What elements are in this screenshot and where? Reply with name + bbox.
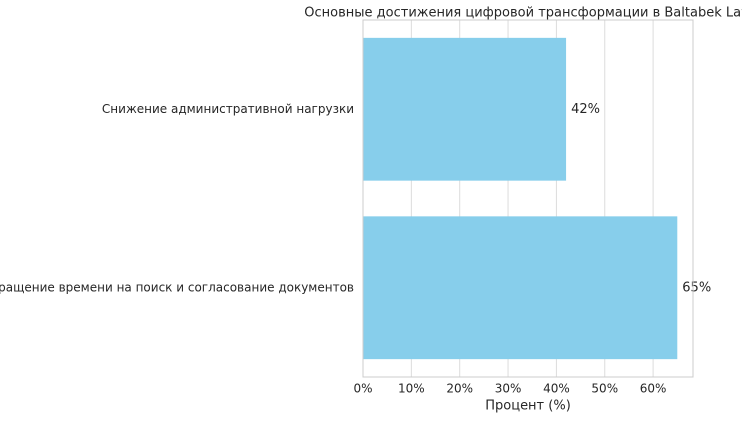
y-tick-label: Снижение административной нагрузки — [102, 102, 354, 116]
bar — [363, 216, 678, 360]
value-label: 42% — [571, 102, 600, 117]
x-tick-label: 20% — [446, 382, 473, 396]
x-axis-label: Процент (%) — [485, 399, 571, 414]
bar — [363, 37, 567, 181]
x-tick-label: 30% — [495, 382, 522, 396]
chart-title: Основные достижения цифровой трансформац… — [304, 6, 742, 21]
y-tick-label: Сокращение времени на поиск и согласован… — [0, 280, 354, 294]
value-label: 65% — [682, 280, 711, 295]
x-tick-label: 50% — [591, 382, 618, 396]
x-tick-label: 0% — [353, 382, 372, 396]
x-tick-label: 60% — [640, 382, 667, 396]
plot-frame — [362, 19, 694, 378]
x-tick-label: 40% — [543, 382, 570, 396]
x-tick-label: 10% — [398, 382, 425, 396]
